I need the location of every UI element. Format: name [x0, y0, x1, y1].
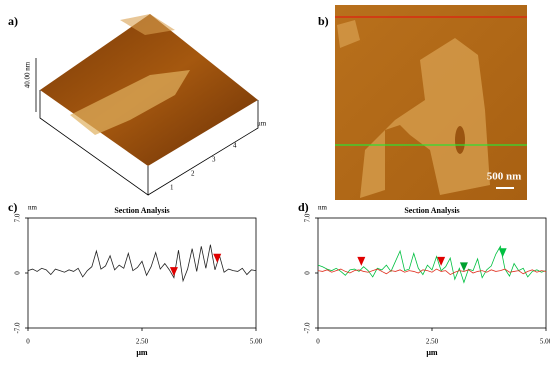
panel-label: a): [8, 14, 18, 28]
panel-label: c): [8, 200, 17, 214]
axis-tick: 2: [191, 170, 195, 178]
x-tick-label: 2.50: [426, 338, 439, 346]
y-tick-label: -7.0: [304, 322, 312, 334]
chart-title: Section Analysis: [404, 206, 459, 215]
cursor-marker: [437, 256, 446, 266]
panel-label: d): [298, 200, 309, 214]
chart-title: Section Analysis: [114, 206, 169, 215]
x-axis-label: μm: [426, 348, 438, 357]
plot-frame: [27, 217, 257, 329]
axis-label: μm: [257, 120, 267, 128]
cursor-marker: [213, 253, 222, 263]
x-tick-label: 0: [26, 338, 30, 346]
y-axis-label: nm: [318, 204, 328, 212]
z-axis-label: 40.00 nm: [24, 61, 32, 88]
scale-bar-label: 500 nm: [487, 171, 522, 183]
series-line: [317, 245, 547, 284]
afm-feature: [360, 38, 490, 198]
series-line: [27, 244, 257, 283]
y-tick-label: 7.0: [304, 213, 312, 222]
afm-hole: [455, 126, 465, 154]
afm-feature: [120, 14, 175, 35]
x-axis-label: μm: [136, 348, 148, 357]
y-tick-label: -7.0: [14, 322, 22, 334]
axis-tick: 3: [212, 156, 216, 164]
cursor-marker: [498, 248, 507, 258]
series-line: [317, 268, 547, 276]
y-tick-label: 7.0: [14, 213, 22, 222]
cursor-marker: [357, 256, 366, 266]
afm-box: [39, 90, 149, 196]
axis-tick: 4: [233, 142, 237, 150]
x-tick-label: 0: [316, 338, 320, 346]
afm-box: [147, 100, 259, 196]
axis-tick: 1: [170, 184, 174, 192]
y-axis-label: nm: [28, 204, 38, 212]
x-tick-label: 5.00: [540, 338, 550, 346]
y-tick-label: 0: [14, 271, 22, 275]
plot-frame: [317, 217, 547, 329]
afm-feature: [70, 70, 190, 135]
cursor-marker: [459, 262, 468, 272]
afm-feature: [337, 20, 360, 48]
panel-label: b): [318, 14, 329, 28]
y-tick-label: 0: [304, 271, 312, 275]
x-tick-label: 5.00: [250, 338, 263, 346]
x-tick-label: 2.50: [136, 338, 149, 346]
cursor-marker: [169, 267, 178, 277]
